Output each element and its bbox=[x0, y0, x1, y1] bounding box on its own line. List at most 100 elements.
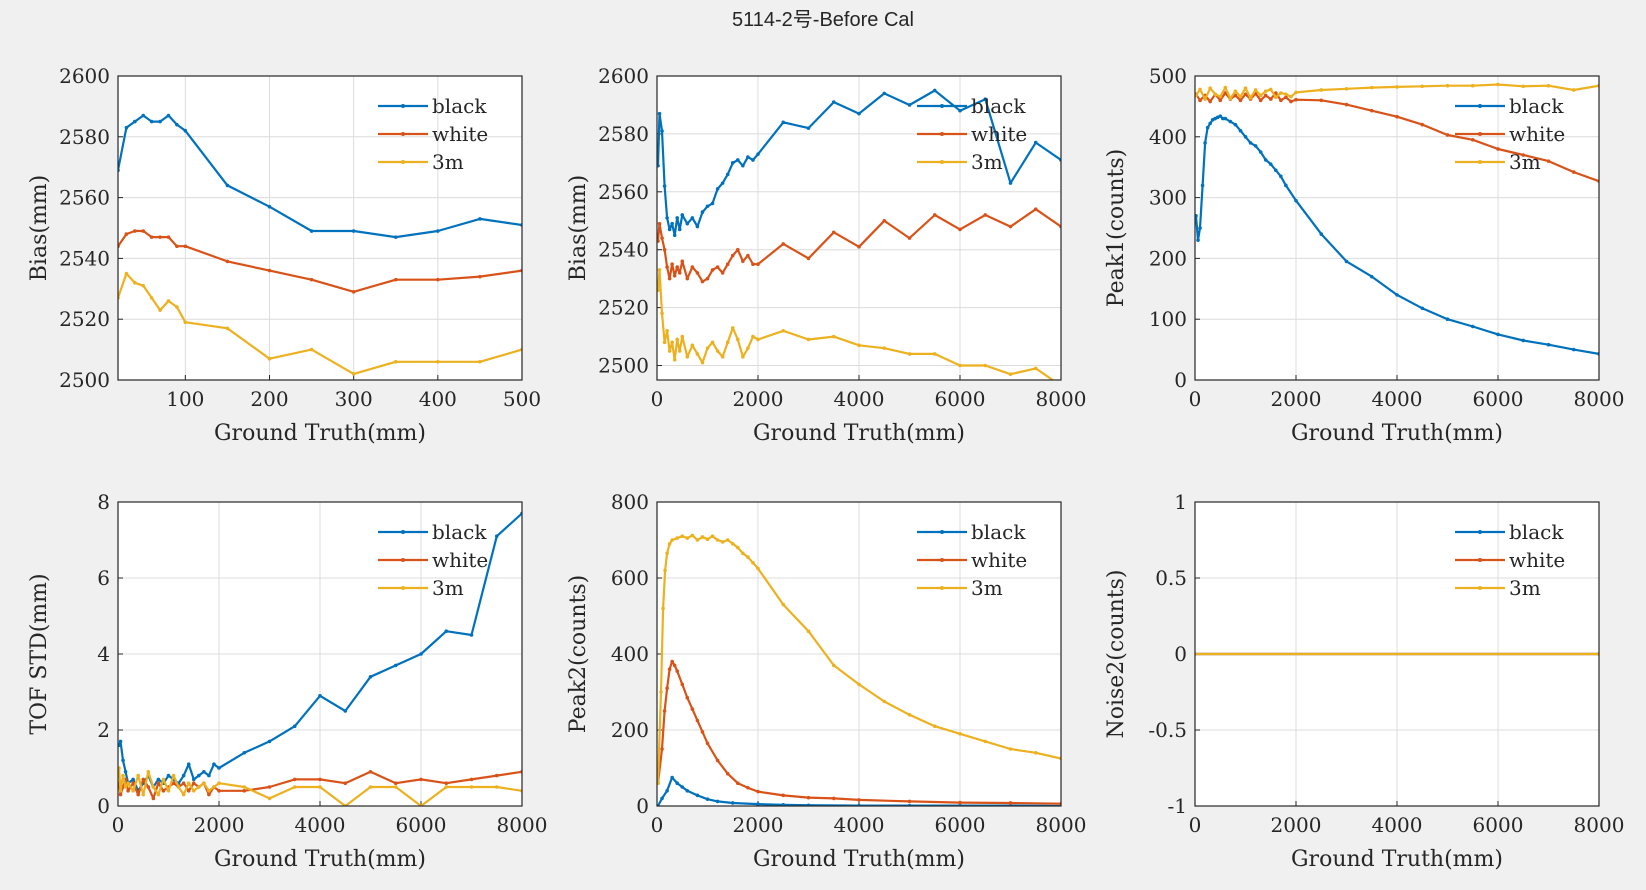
data-point-black bbox=[436, 229, 440, 233]
data-point-white bbox=[151, 796, 156, 801]
data-point-3m bbox=[730, 326, 735, 330]
legend-marker-3m bbox=[1478, 586, 1482, 590]
legend-label-3m: 3m bbox=[432, 150, 464, 174]
data-point-3m bbox=[685, 536, 690, 540]
data-point-3m bbox=[444, 785, 449, 789]
data-point-white bbox=[183, 244, 188, 249]
data-point-black bbox=[1243, 135, 1248, 139]
data-point-3m bbox=[806, 337, 811, 342]
x-axis-label: Ground Truth(mm) bbox=[1291, 847, 1503, 872]
data-point-white bbox=[1395, 114, 1399, 119]
chart-panel-5: 0 2000 4000 6000 8000 0 200 400 600 800 Ground Tru… bbox=[566, 490, 1086, 872]
data-point-black bbox=[158, 119, 162, 124]
data-point-black bbox=[831, 100, 836, 104]
data-point-3m bbox=[1198, 87, 1202, 92]
data-point-3m bbox=[171, 773, 176, 778]
data-point-3m bbox=[161, 777, 166, 782]
data-point-white bbox=[175, 244, 179, 249]
data-point-black bbox=[242, 751, 247, 755]
data-point-3m bbox=[1248, 96, 1253, 100]
data-point-black bbox=[225, 183, 230, 188]
legend-marker-black bbox=[940, 530, 944, 534]
data-point-white bbox=[756, 789, 760, 794]
data-point-3m bbox=[781, 328, 786, 333]
data-point-3m bbox=[983, 363, 988, 368]
data-point-white bbox=[705, 741, 710, 746]
data-point-white bbox=[741, 259, 745, 264]
data-point-white bbox=[225, 259, 230, 264]
data-point-3m bbox=[123, 785, 128, 789]
data-point-white bbox=[1279, 98, 1283, 103]
x-tick-label: 400 bbox=[419, 387, 457, 411]
data-point-white bbox=[685, 276, 690, 281]
data-point-white bbox=[1218, 98, 1223, 103]
data-point-white bbox=[831, 796, 836, 801]
data-point-3m bbox=[141, 283, 146, 288]
data-point-3m bbox=[146, 770, 151, 774]
data-point-3m bbox=[181, 792, 186, 797]
legend-label-3m: 3m bbox=[1509, 150, 1541, 174]
axes-frame bbox=[1194, 75, 1600, 381]
data-point-3m bbox=[720, 540, 725, 544]
x-tick-label: 2000 bbox=[1271, 387, 1322, 411]
data-point-3m bbox=[680, 534, 685, 538]
data-point-3m bbox=[242, 785, 247, 789]
data-point-3m bbox=[695, 538, 700, 542]
data-point-3m bbox=[131, 789, 135, 793]
data-point-3m bbox=[292, 785, 297, 789]
data-point-black bbox=[665, 216, 669, 220]
data-point-black bbox=[1369, 274, 1374, 279]
data-point-white bbox=[1284, 95, 1288, 100]
data-point-white bbox=[685, 695, 690, 700]
y-tick-label: 2540 bbox=[598, 238, 649, 262]
data-point-white bbox=[695, 271, 700, 275]
data-point-black bbox=[665, 789, 669, 793]
data-point-white bbox=[1294, 97, 1298, 102]
x-tick-label: 6000 bbox=[935, 387, 986, 411]
data-point-3m bbox=[1263, 89, 1268, 93]
data-point-3m bbox=[118, 766, 121, 770]
data-point-black bbox=[217, 766, 221, 770]
data-point-white bbox=[1198, 98, 1202, 103]
data-point-black bbox=[680, 213, 685, 217]
data-point-black bbox=[368, 675, 373, 679]
data-point-3m bbox=[436, 359, 440, 364]
data-point-3m bbox=[191, 789, 196, 793]
data-point-white bbox=[736, 247, 740, 252]
data-point-black bbox=[1223, 116, 1228, 121]
legend-marker-black bbox=[1478, 530, 1482, 534]
legend-marker-3m bbox=[401, 160, 405, 164]
data-point-white bbox=[1258, 98, 1263, 103]
data-point-3m bbox=[882, 346, 887, 350]
data-point-3m bbox=[932, 352, 937, 356]
data-point-black bbox=[267, 739, 272, 744]
data-point-3m bbox=[1344, 86, 1349, 91]
y-tick-label: 600 bbox=[611, 566, 649, 590]
data-point-3m bbox=[1571, 88, 1576, 92]
data-point-white bbox=[983, 213, 988, 217]
data-point-3m bbox=[136, 773, 140, 778]
y-tick-label: 0.5 bbox=[1155, 566, 1187, 590]
data-point-white bbox=[705, 276, 710, 281]
y-tick-label: 500 bbox=[1149, 64, 1187, 88]
data-point-black bbox=[695, 224, 700, 229]
legend-marker-black bbox=[401, 104, 405, 108]
data-point-black bbox=[958, 108, 962, 113]
data-point-white bbox=[710, 268, 715, 272]
data-point-3m bbox=[149, 296, 154, 300]
y-tick-label: 400 bbox=[611, 642, 649, 666]
data-point-white bbox=[667, 276, 672, 281]
data-point-black bbox=[660, 796, 664, 801]
data-point-white bbox=[690, 707, 695, 711]
data-point-black bbox=[675, 216, 679, 220]
data-point-3m bbox=[831, 663, 836, 668]
data-point-black bbox=[657, 163, 660, 168]
data-point-black bbox=[1319, 232, 1324, 236]
data-point-black bbox=[882, 91, 887, 96]
data-point-white bbox=[469, 777, 474, 782]
data-point-white bbox=[1243, 92, 1248, 97]
data-point-black bbox=[1196, 238, 1200, 242]
x-tick-label: 0 bbox=[112, 813, 125, 837]
data-point-3m bbox=[1445, 83, 1450, 88]
